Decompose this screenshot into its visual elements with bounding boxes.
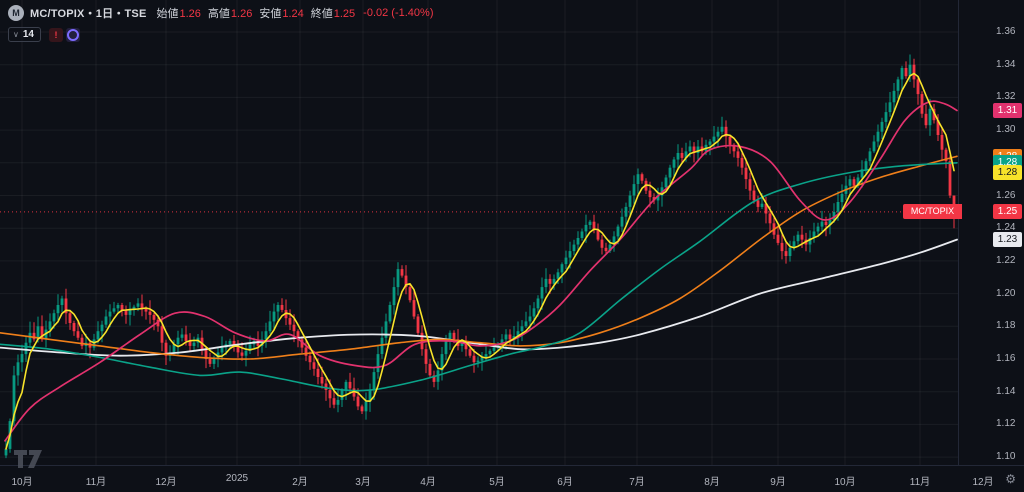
last-price-badge: 1.25 xyxy=(993,204,1022,219)
close-value: 1.25 xyxy=(333,8,356,20)
gear-icon[interactable]: ⚙ xyxy=(1005,472,1016,486)
price-tick-label: 1.20 xyxy=(996,288,1016,299)
time-tick-label: 11月 xyxy=(85,477,107,488)
ma-pink xyxy=(4,100,958,442)
open-value: 1.26 xyxy=(179,8,201,20)
time-tick-label: 4月 xyxy=(420,477,436,488)
ohlc-readout: 始値1.26 高値1.26 安値1.24 終値1.25 xyxy=(156,5,355,21)
time-tick-label: 2月 xyxy=(292,477,308,488)
open-label: 始値 xyxy=(156,8,179,20)
high-value: 1.26 xyxy=(230,8,253,20)
price-tick-label: 1.34 xyxy=(996,59,1016,70)
close-label: 終値 xyxy=(310,8,333,20)
time-tick-label: 11月 xyxy=(909,477,931,488)
price-tick-label: 1.14 xyxy=(996,386,1016,397)
price-tick-label: 1.32 xyxy=(996,91,1016,102)
time-tick-label: 8月 xyxy=(704,477,720,488)
time-tick-label: 2025 xyxy=(225,473,249,484)
price-change: -0.02 (-1.40%) xyxy=(363,7,434,19)
chevron-down-icon: ∨ xyxy=(13,29,19,39)
price-axis[interactable]: 1.36 1.34 1.32 1.30 1.28 1.26 1.24 1.22 1.20 1.18… xyxy=(958,0,1024,465)
high-label: 高値 xyxy=(207,8,230,20)
tradingview-logo-icon[interactable] xyxy=(14,450,44,473)
low-value: 1.24 xyxy=(282,8,304,20)
alert-icon[interactable]: ! xyxy=(48,27,63,42)
price-tick-label: 1.30 xyxy=(996,124,1016,135)
indicator-legend[interactable]: ∨ 14 xyxy=(8,27,41,42)
ma-fast-price-badge: 1.28 xyxy=(993,165,1022,180)
ma-white-price-badge: 1.23 xyxy=(993,232,1022,247)
price-tick-label: 1.10 xyxy=(996,451,1016,462)
time-tick-label: 10月 xyxy=(11,477,33,488)
low-label: 安値 xyxy=(259,8,282,20)
time-tick-label: 7月 xyxy=(629,477,645,488)
price-tick-label: 1.22 xyxy=(996,255,1016,266)
indicator-row: ∨ 14 ! xyxy=(8,27,80,42)
symbol-title[interactable]: MC/TOPIX・1日・TSE xyxy=(30,8,147,20)
time-tick-label: 12月 xyxy=(155,477,177,488)
price-tick-label: 1.36 xyxy=(996,26,1016,37)
ma-pink-price-badge: 1.31 xyxy=(993,103,1022,118)
time-tick-label: 5月 xyxy=(489,477,505,488)
price-tick-label: 1.12 xyxy=(996,418,1016,429)
last-price-symbol-tag: MC/TOPIX xyxy=(903,204,962,219)
ma-fast xyxy=(5,72,955,450)
symbol-logo-icon: M xyxy=(8,5,24,21)
loading-ring-icon[interactable] xyxy=(65,27,80,42)
price-tick-label: 1.18 xyxy=(996,320,1016,331)
price-tick-label: 1.24 xyxy=(996,222,1016,233)
ma-orange xyxy=(0,155,958,360)
time-tick-label: 10月 xyxy=(834,477,856,488)
price-tick-label: 1.16 xyxy=(996,353,1016,364)
ma-teal xyxy=(0,162,958,392)
symbol-legend: M MC/TOPIX・1日・TSE 始値1.26 高値1.26 安値1.24 終… xyxy=(8,5,433,21)
candlestick-chart[interactable] xyxy=(0,0,958,465)
indicator-value: 14 xyxy=(22,29,34,40)
time-tick-label: 9月 xyxy=(770,477,786,488)
price-tick-label: 1.26 xyxy=(996,190,1016,201)
time-tick-label: 12月 xyxy=(972,477,994,488)
time-tick-label: 3月 xyxy=(355,477,371,488)
ma-white xyxy=(0,238,958,357)
time-axis[interactable]: ⚙ 10月 11月 12月 2025 2月 3月 4月 5月 6月 7月 8月 9月 10月 11月 12月 xyxy=(0,465,1024,492)
time-tick-label: 6月 xyxy=(557,477,573,488)
